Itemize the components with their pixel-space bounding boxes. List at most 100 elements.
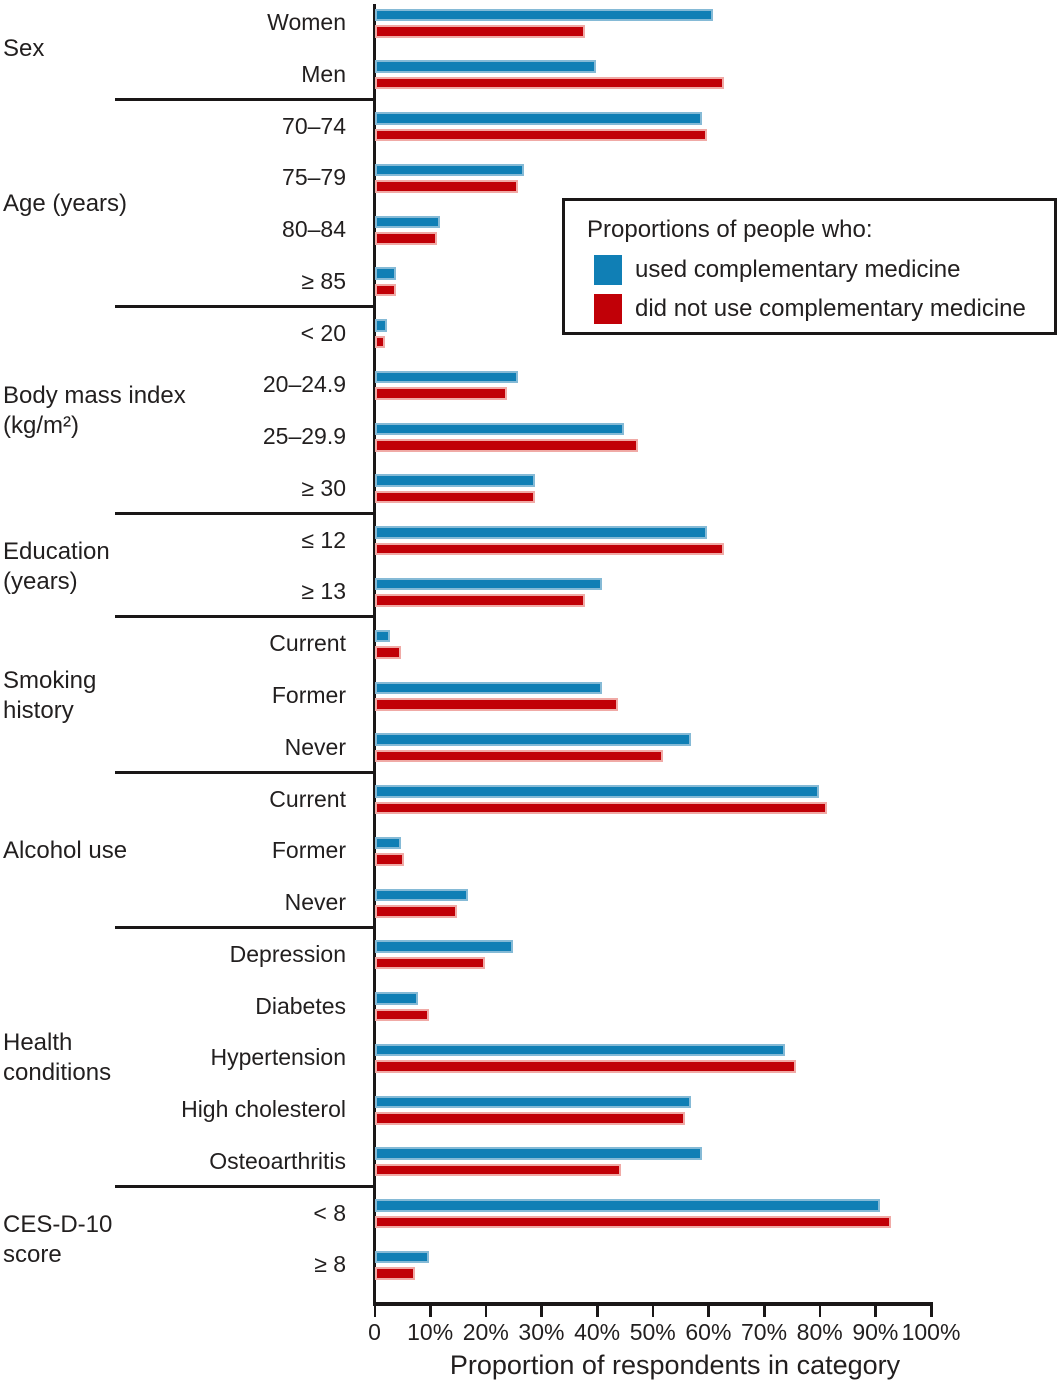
bar-used bbox=[374, 1095, 691, 1109]
used-series-swatch bbox=[594, 255, 622, 285]
category-label: Osteoarthritis bbox=[209, 1147, 346, 1174]
group-label-line: Smoking bbox=[3, 667, 97, 694]
bar-not-used bbox=[374, 594, 585, 607]
axis-tick bbox=[596, 1306, 599, 1317]
bar-not-used bbox=[374, 749, 663, 763]
bar-used bbox=[374, 370, 519, 384]
category-label: Hypertension bbox=[210, 1044, 346, 1071]
bar-not-used bbox=[374, 335, 385, 349]
category-label: Current bbox=[269, 785, 346, 812]
group-label-line: CES-D-10 bbox=[3, 1210, 113, 1238]
section-divider bbox=[115, 511, 375, 515]
bar-not-used bbox=[374, 1060, 797, 1073]
group-label-line: conditions bbox=[3, 1059, 112, 1087]
bar-not-used bbox=[374, 1215, 892, 1229]
section-divider bbox=[115, 615, 375, 619]
x-axis-line bbox=[373, 1302, 933, 1306]
bar-used bbox=[374, 215, 441, 229]
group-label-line: (kg/m²) bbox=[3, 412, 79, 440]
bar-not-used bbox=[374, 387, 508, 400]
axis-tick bbox=[429, 1306, 432, 1317]
category-label: High cholesterol bbox=[181, 1096, 346, 1123]
bar-not-used bbox=[374, 25, 585, 38]
axis-tick bbox=[707, 1306, 710, 1317]
bar-used bbox=[374, 629, 391, 643]
legend-title: Proportions of people who: bbox=[587, 216, 873, 243]
group-label: Sex bbox=[3, 34, 253, 64]
bar-not-used bbox=[374, 956, 485, 970]
group-label-line: Education bbox=[3, 537, 110, 565]
category-label: 80–84 bbox=[282, 216, 346, 243]
bar-not-used bbox=[374, 283, 396, 297]
bar-not-used bbox=[374, 490, 535, 504]
axis-tick bbox=[930, 1306, 933, 1317]
category-label: ≥ 30 bbox=[301, 474, 346, 501]
category-label: ≤ 12 bbox=[301, 526, 346, 553]
bar-not-used bbox=[374, 439, 638, 452]
group-label: Education (years) bbox=[3, 537, 253, 597]
bar-not-used bbox=[374, 1112, 686, 1125]
bar-used bbox=[374, 8, 713, 21]
bar-used bbox=[374, 681, 602, 694]
group-label-line: (years) bbox=[3, 567, 78, 595]
group-label-line: Alcohol use bbox=[3, 837, 128, 865]
axis-tick bbox=[874, 1306, 877, 1317]
legend: Proportions of people who: used compleme… bbox=[562, 198, 1057, 335]
bar-used bbox=[374, 1147, 702, 1160]
category-label: Diabetes bbox=[255, 992, 346, 1019]
category-label: ≥ 13 bbox=[301, 578, 346, 605]
bar-not-used bbox=[374, 1008, 430, 1022]
bar-used bbox=[374, 940, 513, 953]
bar-not-used bbox=[374, 128, 708, 142]
legend-entry-used: used complementary medicine bbox=[594, 255, 1034, 285]
group-label-line: Health bbox=[3, 1029, 73, 1057]
x-axis-title: Proportion of respondents in category bbox=[449, 1350, 901, 1380]
legend-entry-not-used: did not use complementary medicine bbox=[594, 294, 1034, 324]
group-label-line: history bbox=[3, 697, 74, 724]
category-label: 75–79 bbox=[282, 164, 346, 191]
bar-used bbox=[374, 992, 419, 1005]
bar-used bbox=[374, 888, 469, 902]
bar-used bbox=[374, 526, 708, 539]
section-divider bbox=[115, 97, 375, 101]
group-label: CES-D-10 score bbox=[3, 1210, 253, 1270]
bar-not-used bbox=[374, 698, 619, 711]
group-label-line: score bbox=[3, 1240, 62, 1268]
category-label: Former bbox=[271, 682, 346, 708]
axis-tick bbox=[651, 1306, 655, 1317]
group-label: Smoking history bbox=[3, 666, 253, 726]
section-divider bbox=[115, 1184, 375, 1188]
group-label-line: Sex bbox=[3, 34, 45, 62]
group-label: Alcohol use bbox=[3, 836, 253, 866]
bar-used bbox=[374, 1043, 786, 1057]
bar-not-used bbox=[374, 1267, 416, 1280]
legend-label-used: used complementary medicine bbox=[635, 256, 961, 283]
axis-tick-label: 70% bbox=[741, 1319, 788, 1345]
group-label: Body mass index (kg/m²) bbox=[3, 381, 253, 441]
category-label: Former bbox=[271, 837, 346, 864]
section-divider bbox=[115, 304, 375, 308]
category-label: Current bbox=[269, 630, 346, 657]
bar-not-used bbox=[374, 76, 725, 90]
axis-tick-label: 100% bbox=[901, 1319, 961, 1345]
axis-tick-label: 20% bbox=[462, 1319, 509, 1345]
bar-used bbox=[374, 836, 402, 850]
bar-used bbox=[374, 785, 819, 798]
group-label-line: Body mass index bbox=[3, 382, 186, 410]
category-label: < 20 bbox=[300, 319, 346, 346]
axis-tick-label: 80% bbox=[796, 1319, 843, 1345]
axis-tick-label: 90% bbox=[852, 1319, 899, 1345]
group-label: Age (years) bbox=[3, 189, 253, 219]
bar-used bbox=[374, 1250, 430, 1264]
axis-tick-label: 50% bbox=[629, 1319, 676, 1345]
category-label: ≥ 85 bbox=[301, 267, 346, 294]
bar-used bbox=[374, 319, 388, 332]
not-used-series-swatch bbox=[594, 294, 622, 324]
group-label-line: Age (years) bbox=[3, 190, 128, 218]
bar-used bbox=[374, 60, 597, 73]
category-label: Depression bbox=[229, 940, 346, 967]
bar-not-used bbox=[374, 853, 405, 866]
axis-tick-label: 0 bbox=[368, 1319, 381, 1345]
category-label: ≥ 8 bbox=[314, 1251, 346, 1278]
